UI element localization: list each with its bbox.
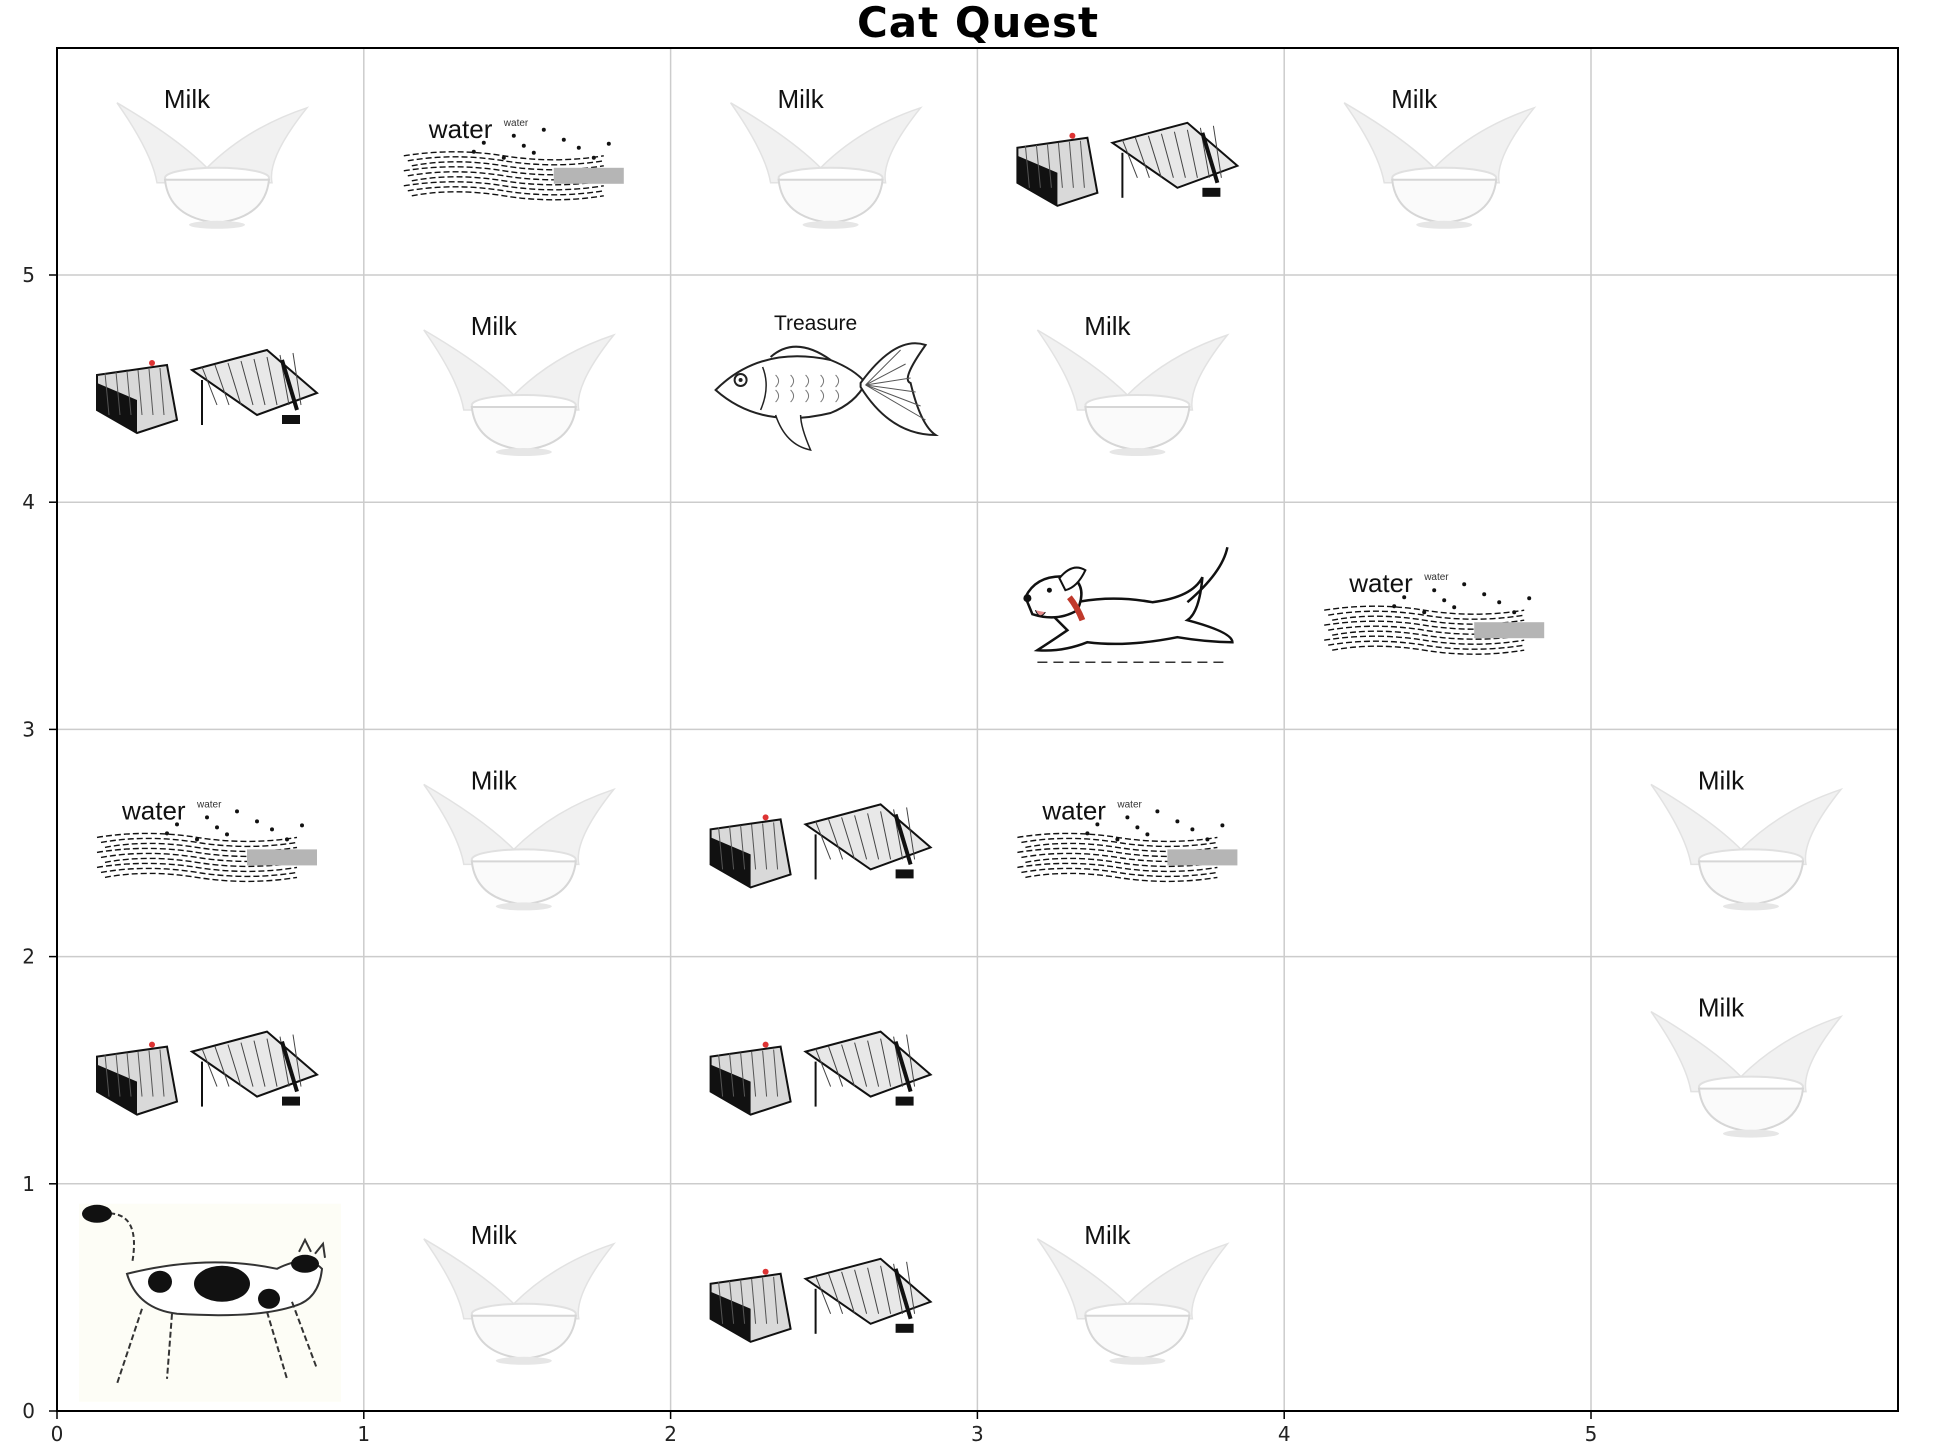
grid-cell-trap	[709, 1030, 933, 1116]
x-tick-label: 5	[1585, 1422, 1598, 1446]
milk-label: Milk	[471, 1220, 518, 1250]
grid-cell-milk: Milk	[1036, 1220, 1230, 1365]
game-title: Cat Quest	[856, 0, 1100, 47]
water-splash-icon	[403, 127, 624, 201]
grid-cell-milk: Milk	[116, 84, 310, 229]
grid-cell-water: water water	[1017, 795, 1238, 883]
x-tick-label: 2	[664, 1422, 677, 1446]
grid-cell-milk: Milk	[1036, 311, 1230, 456]
y-tick-label: 0	[22, 1399, 35, 1423]
water-splash-icon	[96, 809, 317, 883]
cage-trap-icon	[709, 1257, 933, 1343]
milk-bowl-icon	[1343, 102, 1537, 229]
water-small-label: water	[1116, 799, 1142, 810]
grid-cell-treasure: Treasure	[714, 312, 939, 452]
water-splash-icon	[1324, 582, 1545, 655]
x-tick-label: 1	[357, 1422, 370, 1446]
cage-trap-icon	[709, 803, 933, 889]
grid-cell-milk: Milk	[729, 84, 923, 229]
grid-cell-trap	[709, 1257, 933, 1343]
grid-cell-trap	[96, 1030, 319, 1116]
milk-bowl-icon	[423, 1238, 616, 1365]
water-label: water	[121, 795, 186, 825]
grid-cell-water: water water	[403, 114, 624, 201]
cage-trap-icon	[96, 348, 319, 435]
dog-icon	[1023, 546, 1234, 663]
milk-label: Milk	[777, 84, 824, 114]
goldfish-icon	[714, 342, 939, 452]
grid-cell-milk: Milk	[1650, 993, 1844, 1138]
water-label: water	[428, 114, 493, 144]
cage-trap-icon	[1016, 121, 1240, 207]
grid-cell-milk: Milk	[1650, 765, 1844, 911]
y-tick-label: 2	[22, 945, 35, 969]
grid-cell-water: water water	[96, 795, 317, 883]
y-tick-label: 5	[22, 263, 35, 287]
grid-cell-trap	[1016, 121, 1240, 207]
board-frame	[56, 47, 1899, 1412]
cage-trap-icon	[96, 1030, 319, 1116]
milk-label: Milk	[1698, 765, 1745, 795]
milk-label: Milk	[164, 84, 211, 114]
grid-cell-milk: Milk	[423, 1220, 616, 1365]
milk-label: Milk	[1391, 84, 1438, 114]
milk-bowl-icon	[1036, 329, 1230, 456]
grid-lines	[57, 48, 1898, 1411]
cat-icon	[79, 1203, 341, 1402]
y-tick-label: 1	[22, 1172, 35, 1196]
milk-label: Milk	[1698, 993, 1745, 1023]
grid-cell-cat	[79, 1203, 341, 1402]
milk-bowl-icon	[729, 102, 923, 229]
water-splash-icon	[1017, 809, 1238, 883]
grid-cells: Milk water water Milk Milk Milk Treasure Milk wa…	[79, 84, 1844, 1402]
x-tick-label: 4	[1278, 1422, 1291, 1446]
cage-trap-icon	[709, 1030, 933, 1116]
milk-label: Milk	[471, 765, 518, 795]
treasure-label: Treasure	[774, 312, 857, 335]
grid-cell-milk: Milk	[423, 311, 616, 456]
milk-bowl-icon	[1036, 1238, 1230, 1365]
milk-bowl-icon	[1650, 1010, 1844, 1138]
milk-bowl-icon	[1650, 783, 1844, 911]
grid-cell-water: water water	[1324, 568, 1545, 655]
water-label: water	[1348, 568, 1413, 598]
grid-cell-trap	[96, 348, 319, 435]
y-tick-label: 3	[22, 717, 35, 741]
water-small-label: water	[503, 118, 529, 129]
grid-cell-trap	[709, 803, 933, 889]
y-tick-label: 4	[22, 490, 35, 514]
milk-bowl-icon	[423, 329, 616, 456]
grid-cell-dog	[1023, 546, 1234, 663]
x-tick-label: 3	[971, 1422, 984, 1446]
milk-label: Milk	[1084, 1220, 1131, 1250]
milk-label: Milk	[471, 311, 518, 341]
milk-bowl-icon	[116, 102, 310, 229]
water-label: water	[1041, 795, 1106, 825]
water-small-label: water	[1423, 572, 1449, 583]
axis-ticks: 0 1 2 3 4 5 0 1 2 3 4 5	[22, 263, 1597, 1446]
milk-label: Milk	[1084, 311, 1131, 341]
water-small-label: water	[196, 799, 222, 810]
grid-cell-milk: Milk	[423, 765, 616, 911]
milk-bowl-icon	[423, 783, 616, 911]
grid-cell-milk: Milk	[1343, 84, 1537, 229]
x-tick-label: 0	[51, 1422, 64, 1446]
